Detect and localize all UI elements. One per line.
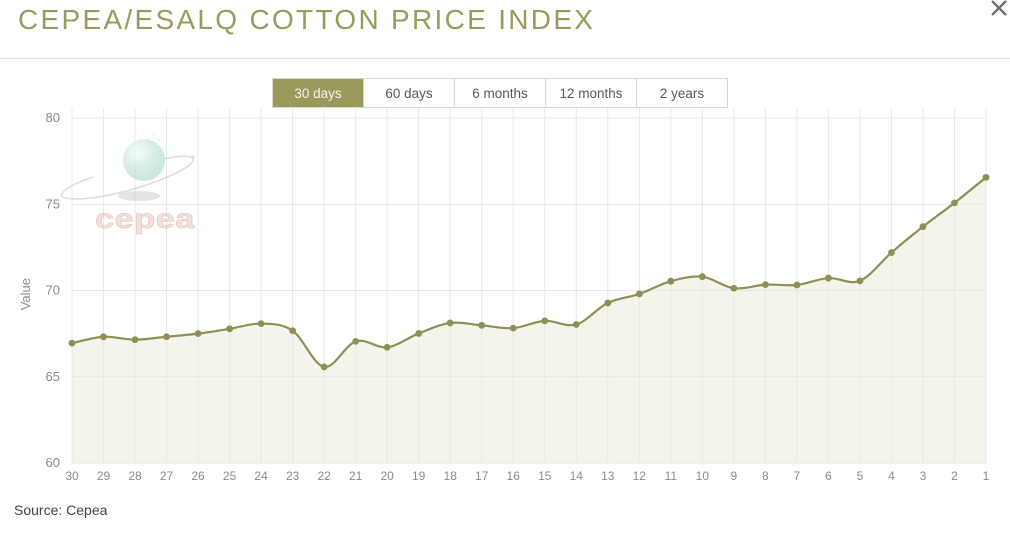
svg-text:14: 14 <box>570 469 584 483</box>
svg-text:10: 10 <box>696 469 710 483</box>
svg-text:1: 1 <box>983 469 990 483</box>
svg-text:12: 12 <box>633 469 647 483</box>
svg-text:cepea: cepea <box>95 203 195 234</box>
svg-text:60: 60 <box>46 455 60 470</box>
svg-text:18: 18 <box>444 469 458 483</box>
svg-text:9: 9 <box>731 469 738 483</box>
svg-text:28: 28 <box>128 469 142 483</box>
svg-text:26: 26 <box>191 469 205 483</box>
svg-text:29: 29 <box>97 469 111 483</box>
svg-text:22: 22 <box>317 469 331 483</box>
svg-text:80: 80 <box>46 110 60 125</box>
svg-text:6: 6 <box>825 469 832 483</box>
svg-text:16: 16 <box>507 469 521 483</box>
svg-text:70: 70 <box>46 283 60 298</box>
svg-text:7: 7 <box>794 469 801 483</box>
svg-text:17: 17 <box>475 469 489 483</box>
svg-text:3: 3 <box>920 469 927 483</box>
svg-text:11: 11 <box>665 469 678 483</box>
svg-text:30: 30 <box>65 469 79 483</box>
svg-text:5: 5 <box>857 469 864 483</box>
svg-text:4: 4 <box>888 469 895 483</box>
svg-text:65: 65 <box>46 369 60 384</box>
svg-text:2: 2 <box>951 469 958 483</box>
svg-text:15: 15 <box>538 469 552 483</box>
svg-text:19: 19 <box>412 469 426 483</box>
svg-text:8: 8 <box>762 469 769 483</box>
svg-text:75: 75 <box>46 196 60 211</box>
svg-text:25: 25 <box>223 469 237 483</box>
svg-text:24: 24 <box>254 469 268 483</box>
svg-text:21: 21 <box>349 469 363 483</box>
svg-text:13: 13 <box>601 469 615 483</box>
svg-text:20: 20 <box>380 469 394 483</box>
svg-text:23: 23 <box>286 469 300 483</box>
svg-text:27: 27 <box>160 469 174 483</box>
